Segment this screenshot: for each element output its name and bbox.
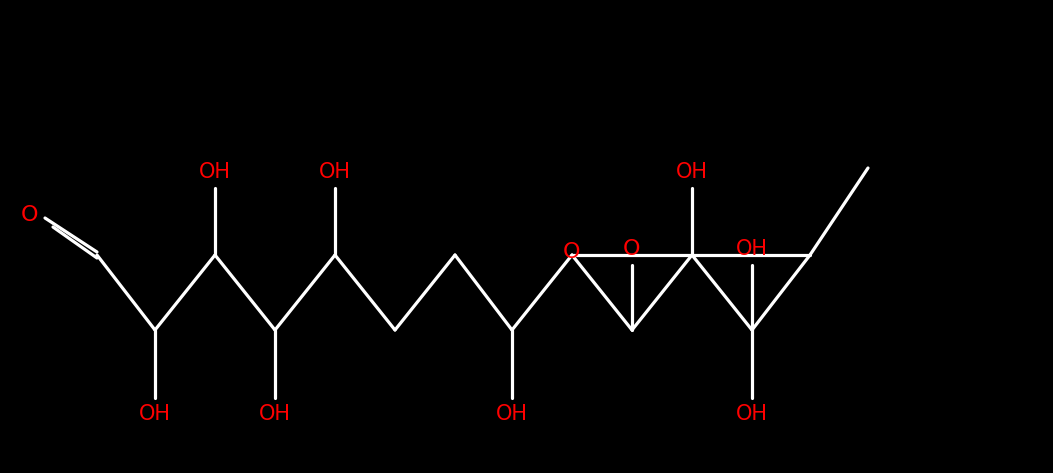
Text: O: O [623, 239, 640, 259]
Text: OH: OH [259, 404, 291, 424]
Text: OH: OH [676, 162, 708, 182]
Text: OH: OH [736, 404, 768, 424]
Text: OH: OH [199, 162, 231, 182]
Text: O: O [563, 242, 581, 262]
Text: OH: OH [496, 404, 528, 424]
Text: OH: OH [736, 239, 768, 259]
Text: O: O [20, 205, 38, 225]
Text: OH: OH [139, 404, 171, 424]
Text: OH: OH [319, 162, 351, 182]
